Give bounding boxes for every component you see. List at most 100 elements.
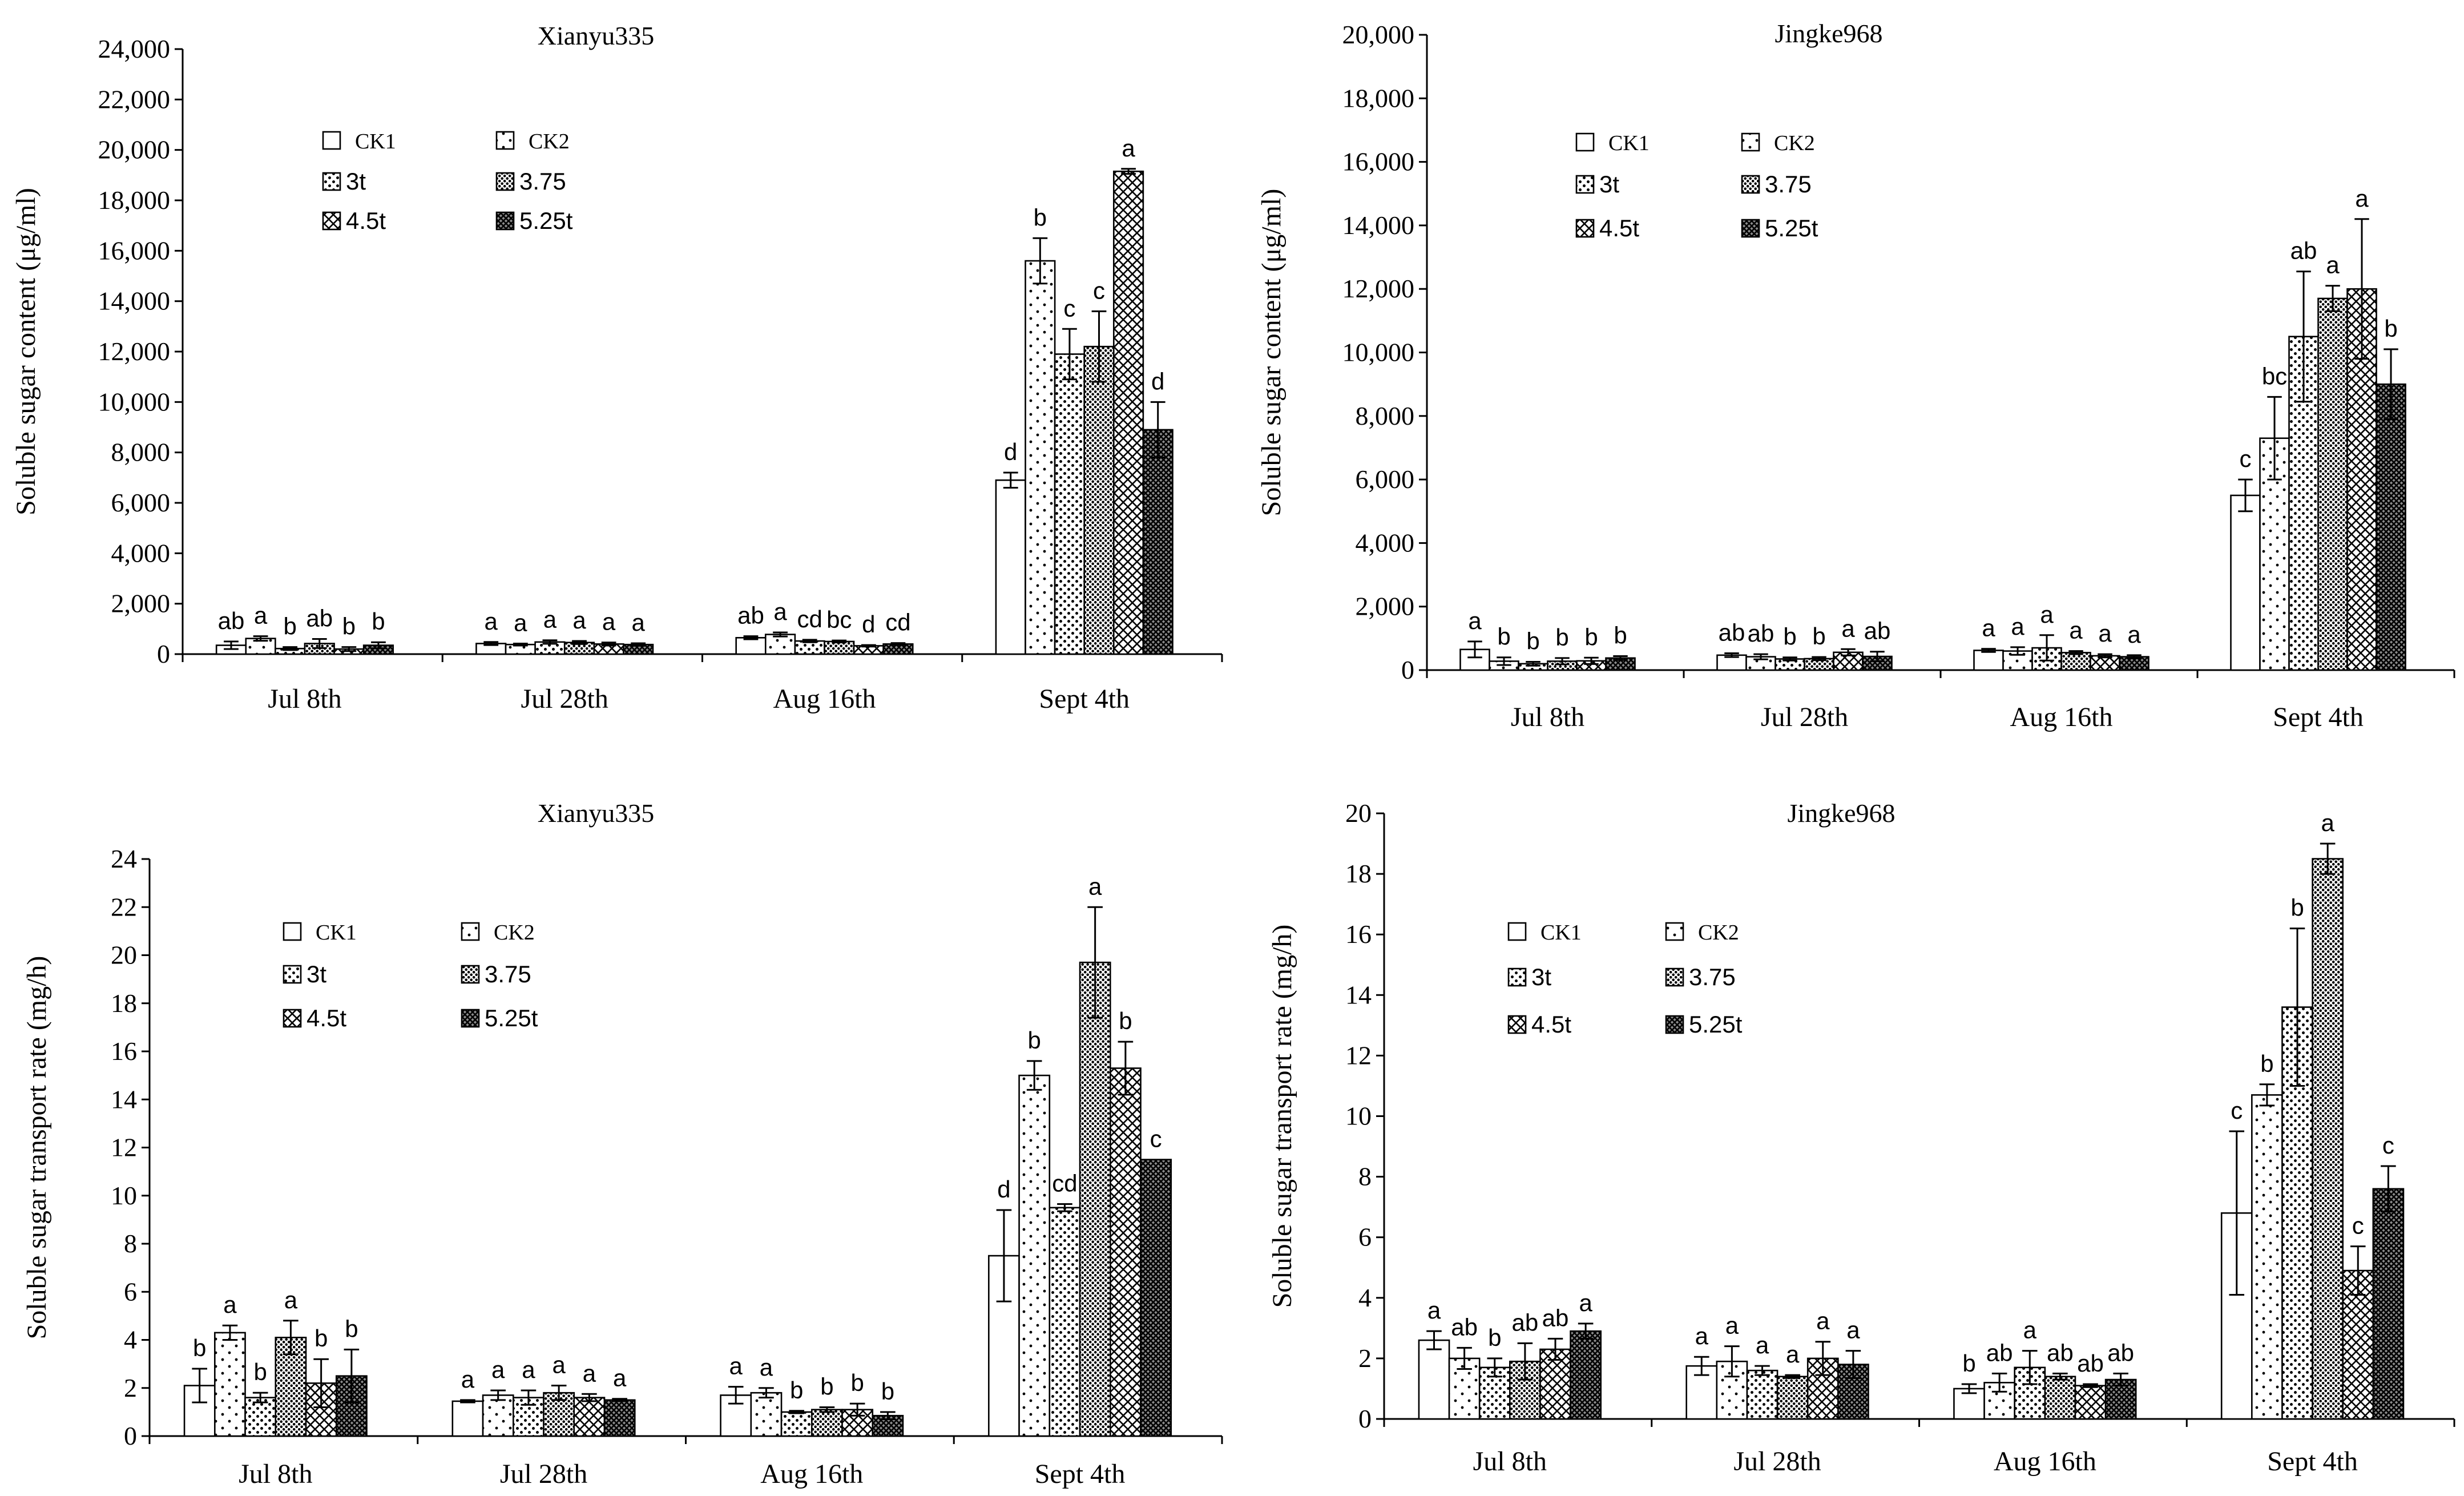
- bar-ck2-sept-4th: [2251, 1094, 2283, 1420]
- significance-letter: a: [602, 608, 616, 635]
- significance-letter: a: [223, 1291, 237, 1318]
- significance-letter: b: [1034, 204, 1047, 231]
- legend-swatch-5-25t: [461, 1009, 480, 1028]
- significance-letter: b: [1783, 623, 1796, 650]
- significance-letter: a: [2127, 621, 2141, 648]
- legend-label-4-5t: 4.5t: [1531, 1011, 1571, 1038]
- significance-letter: a: [254, 602, 268, 629]
- x-tick-label: Jul 8th: [1473, 1446, 1547, 1477]
- bar-5-25t-sept-4th: [2372, 1188, 2405, 1420]
- chart-panel-2: Jingke968 Soluble sugar content (μg/ml) 0 2…: [1256, 19, 2455, 732]
- significance-letter: a: [1982, 615, 1995, 642]
- legend-label-3-75: 3.75: [1765, 171, 1812, 197]
- significance-letter: b: [2290, 894, 2304, 921]
- x-tick-label: Aug 16th: [773, 684, 876, 714]
- significance-letter: ab: [1512, 1309, 1539, 1336]
- legend-label-5-25t: 5.25t: [1765, 215, 1818, 241]
- significance-letter: d: [862, 611, 875, 638]
- legend-label-ck2: CK2: [1774, 131, 1815, 155]
- legend-swatch-ck2: [1741, 132, 1760, 152]
- significance-letter: ab: [1986, 1339, 2013, 1366]
- chart-panel-1: Xianyu335 Soluble sugar content (μg/ml) 0 2…: [11, 21, 1223, 714]
- y-tick-label: 0: [1358, 1404, 1372, 1433]
- legend-swatch-ck1: [1575, 132, 1595, 152]
- significance-letter: a: [2023, 1317, 2037, 1344]
- significance-letter: b: [193, 1334, 206, 1361]
- significance-letter: a: [491, 1356, 505, 1383]
- significance-letter: bc: [826, 606, 852, 633]
- x-tick-label: Jul 28th: [500, 1459, 587, 1489]
- bar-5-25t-sept-4th: [1140, 1159, 1172, 1437]
- bar-ck2-sept-4th: [1025, 260, 1056, 655]
- bar-ck2-jul-28th: [482, 1394, 514, 1437]
- significance-letter: a: [461, 1366, 475, 1393]
- bar-4-5t-jul-28th: [573, 1397, 606, 1437]
- bar-ck1-sept-4th: [995, 479, 1026, 655]
- y-tick-label: 10,000: [1342, 338, 1415, 367]
- significance-letter: b: [1812, 623, 1825, 650]
- significance-letter: c: [1150, 1126, 1162, 1152]
- y-tick-label: 16,000: [98, 236, 171, 265]
- legend-swatch-ck2: [1665, 922, 1684, 941]
- significance-letter: c: [2352, 1212, 2364, 1239]
- significance-letter: c: [2382, 1132, 2394, 1159]
- x-tick-label: Sept 4th: [1039, 684, 1130, 714]
- y-axis-label: Soluble sugar content (μg/ml): [11, 188, 41, 515]
- legend-swatch-3t: [283, 965, 302, 984]
- bar-4-5t-sept-4th: [1113, 170, 1144, 655]
- x-tick-label: Jul 8th: [239, 1459, 312, 1489]
- y-tick-label: 4: [1358, 1283, 1372, 1312]
- significance-letter: b: [1488, 1324, 1501, 1351]
- significance-letter: a: [760, 1354, 773, 1381]
- significance-letter: c: [1093, 277, 1105, 304]
- x-tick-label: Aug 16th: [2010, 702, 2113, 732]
- significance-letter: c: [2240, 445, 2252, 472]
- bar-5-25t-sept-4th: [1142, 429, 1173, 655]
- significance-letter: c: [1063, 295, 1075, 321]
- y-tick-label: 8: [124, 1229, 137, 1258]
- significance-letter: a: [485, 608, 498, 635]
- y-tick-label: 22: [111, 892, 137, 921]
- bar-3-75-aug-16th: [810, 1409, 843, 1437]
- bar-3-75-aug-16th: [824, 640, 855, 655]
- y-tick-label: 14,000: [1342, 211, 1415, 240]
- bar-3t-sept-4th: [1054, 353, 1086, 655]
- significance-letter: b: [1119, 1007, 1132, 1034]
- y-tick-label: 6: [1358, 1223, 1372, 1252]
- y-tick-label: 10: [111, 1181, 137, 1210]
- legend-label-ck1: CK1: [1608, 131, 1650, 155]
- bar-ck1-jul-8th: [1418, 1339, 1450, 1420]
- legend-swatch-ck1: [322, 131, 341, 150]
- chart-panel-3: Xianyu335 Soluble sugar transport rate (m…: [22, 799, 1223, 1489]
- significance-letter: b: [881, 1378, 894, 1405]
- y-tick-label: 14,000: [98, 287, 171, 316]
- significance-letter: b: [1027, 1027, 1041, 1054]
- legend-label-4-5t: 4.5t: [346, 207, 386, 234]
- significance-letter: b: [2384, 315, 2397, 342]
- y-tick-label: 8: [1358, 1162, 1372, 1191]
- significance-letter: b: [1614, 622, 1627, 649]
- significance-letter: a: [2098, 620, 2112, 647]
- legend-swatch-3t: [1575, 175, 1595, 194]
- y-tick-label: 10,000: [98, 387, 171, 416]
- legend-swatch-5-25t: [1665, 1015, 1684, 1034]
- legend-label-ck2: CK2: [1698, 921, 1739, 945]
- significance-letter: ab: [306, 605, 333, 632]
- bar-3t-jul-8th: [244, 1397, 277, 1437]
- legend-swatch-4-5t: [322, 211, 341, 231]
- x-tick-label: Jul 28th: [1733, 1446, 1821, 1477]
- bar-ck1-sept-4th: [2230, 494, 2261, 671]
- legend-label-5-25t: 5.25t: [1689, 1011, 1743, 1038]
- y-tick-label: 20,000: [98, 135, 171, 164]
- chart-title: Jingke968: [1787, 799, 1895, 828]
- significance-letter: ab: [1719, 619, 1745, 646]
- y-tick-label: 12,000: [1342, 274, 1415, 303]
- legend-label-4-5t: 4.5t: [1599, 215, 1639, 241]
- significance-letter: a: [2069, 617, 2083, 644]
- y-tick-label: 10: [1345, 1102, 1372, 1131]
- legend-swatch-3-75: [495, 172, 515, 191]
- significance-letter: a: [2321, 809, 2334, 836]
- significance-letter: ab: [1748, 620, 1775, 647]
- significance-letter: d: [997, 1176, 1010, 1203]
- y-tick-label: 16,000: [1342, 147, 1415, 176]
